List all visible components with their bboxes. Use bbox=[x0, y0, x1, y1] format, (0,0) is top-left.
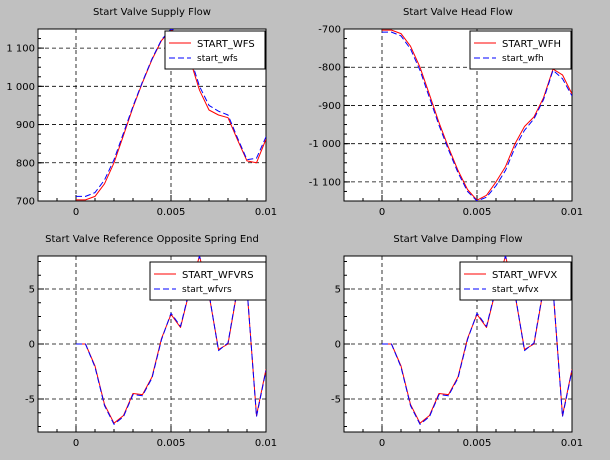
legend-label: START_WFVRS bbox=[182, 270, 254, 281]
y-tick-label: -700 bbox=[318, 25, 341, 36]
y-tick-label: 0 bbox=[29, 340, 35, 351]
series-line-start_wfvx bbox=[382, 256, 572, 425]
legend-box bbox=[469, 30, 572, 70]
series-group bbox=[76, 29, 266, 201]
chart-panel-4: Start Valve Damping Flow -5 0 5 0 0.005 0.01 ST… bbox=[331, 234, 583, 449]
legend: START_WFVX start_wfvx bbox=[459, 261, 572, 301]
legend: START_WFS start_wfs bbox=[164, 30, 266, 70]
legend-box bbox=[164, 30, 266, 70]
y-tick-label: 800 bbox=[16, 158, 35, 169]
y-tick-label: 1 000 bbox=[6, 82, 35, 93]
series-line-start_wfs bbox=[76, 29, 266, 201]
legend: START_WFH start_wfh bbox=[469, 30, 572, 70]
legend-box bbox=[459, 261, 572, 301]
y-tick-label: -800 bbox=[318, 63, 341, 74]
series-group bbox=[382, 29, 572, 201]
y-tick-label: 1 100 bbox=[6, 44, 35, 55]
x-tick-label: 0.005 bbox=[157, 438, 186, 449]
series-group bbox=[76, 256, 266, 425]
y-tick-label: -5 bbox=[25, 395, 35, 406]
legend-label: start_wfvx bbox=[492, 285, 539, 295]
x-tick-label: 0.01 bbox=[561, 207, 583, 218]
series-line-start_wfh bbox=[382, 31, 572, 201]
legend: START_WFVRS start_wfvrs bbox=[149, 261, 267, 301]
y-tick-label: -1 100 bbox=[309, 177, 341, 188]
y-tick-label: -5 bbox=[331, 395, 341, 406]
legend-label: start_wfvrs bbox=[182, 285, 232, 295]
legend-label: start_wfh bbox=[502, 54, 544, 64]
y-tick-label: -900 bbox=[318, 101, 341, 112]
x-tick-label: 0 bbox=[73, 207, 79, 218]
x-tick-label: 0.01 bbox=[255, 207, 277, 218]
chart-panel-2: Start Valve Head Flow -1 100 -1 000 -900 -80… bbox=[309, 7, 583, 218]
series-line-start_wfs bbox=[76, 29, 266, 197]
x-tick-label: 0.005 bbox=[463, 207, 492, 218]
chart-panel-1: Start Valve Supply Flow 700 800 900 1 000 1 1… bbox=[6, 7, 277, 218]
series-line-start_wfvrs bbox=[76, 256, 266, 425]
chart-title: Start Valve Head Flow bbox=[403, 7, 513, 18]
y-tick-label: -1 000 bbox=[309, 139, 341, 150]
y-tick-label: 900 bbox=[16, 120, 35, 131]
series-group bbox=[382, 256, 572, 425]
legend-box bbox=[149, 261, 267, 301]
x-tick-label: 0.005 bbox=[463, 438, 492, 449]
series-line-start_wfh bbox=[382, 29, 572, 201]
legend-label: START_WFVX bbox=[492, 270, 557, 281]
x-tick-label: 0.01 bbox=[255, 438, 277, 449]
y-tick-label: 5 bbox=[29, 285, 35, 296]
x-tick-label: 0 bbox=[73, 438, 79, 449]
x-tick-label: 0 bbox=[379, 207, 385, 218]
y-tick-label: 5 bbox=[335, 285, 341, 296]
x-tick-label: 0.005 bbox=[157, 207, 186, 218]
x-tick-label: 0.01 bbox=[561, 438, 583, 449]
x-tick-label: 0 bbox=[379, 438, 385, 449]
chart-panel-3: Start Valve Reference Opposite Spring En… bbox=[25, 234, 277, 449]
legend-label: START_WFH bbox=[502, 39, 561, 50]
legend-label: START_WFS bbox=[197, 39, 255, 50]
y-tick-label: 700 bbox=[16, 197, 35, 208]
chart-title: Start Valve Damping Flow bbox=[393, 234, 522, 245]
chart-title: Start Valve Reference Opposite Spring En… bbox=[45, 234, 259, 245]
y-tick-label: 0 bbox=[335, 340, 341, 351]
legend-label: start_wfs bbox=[197, 54, 238, 64]
chart-title: Start Valve Supply Flow bbox=[93, 7, 211, 18]
